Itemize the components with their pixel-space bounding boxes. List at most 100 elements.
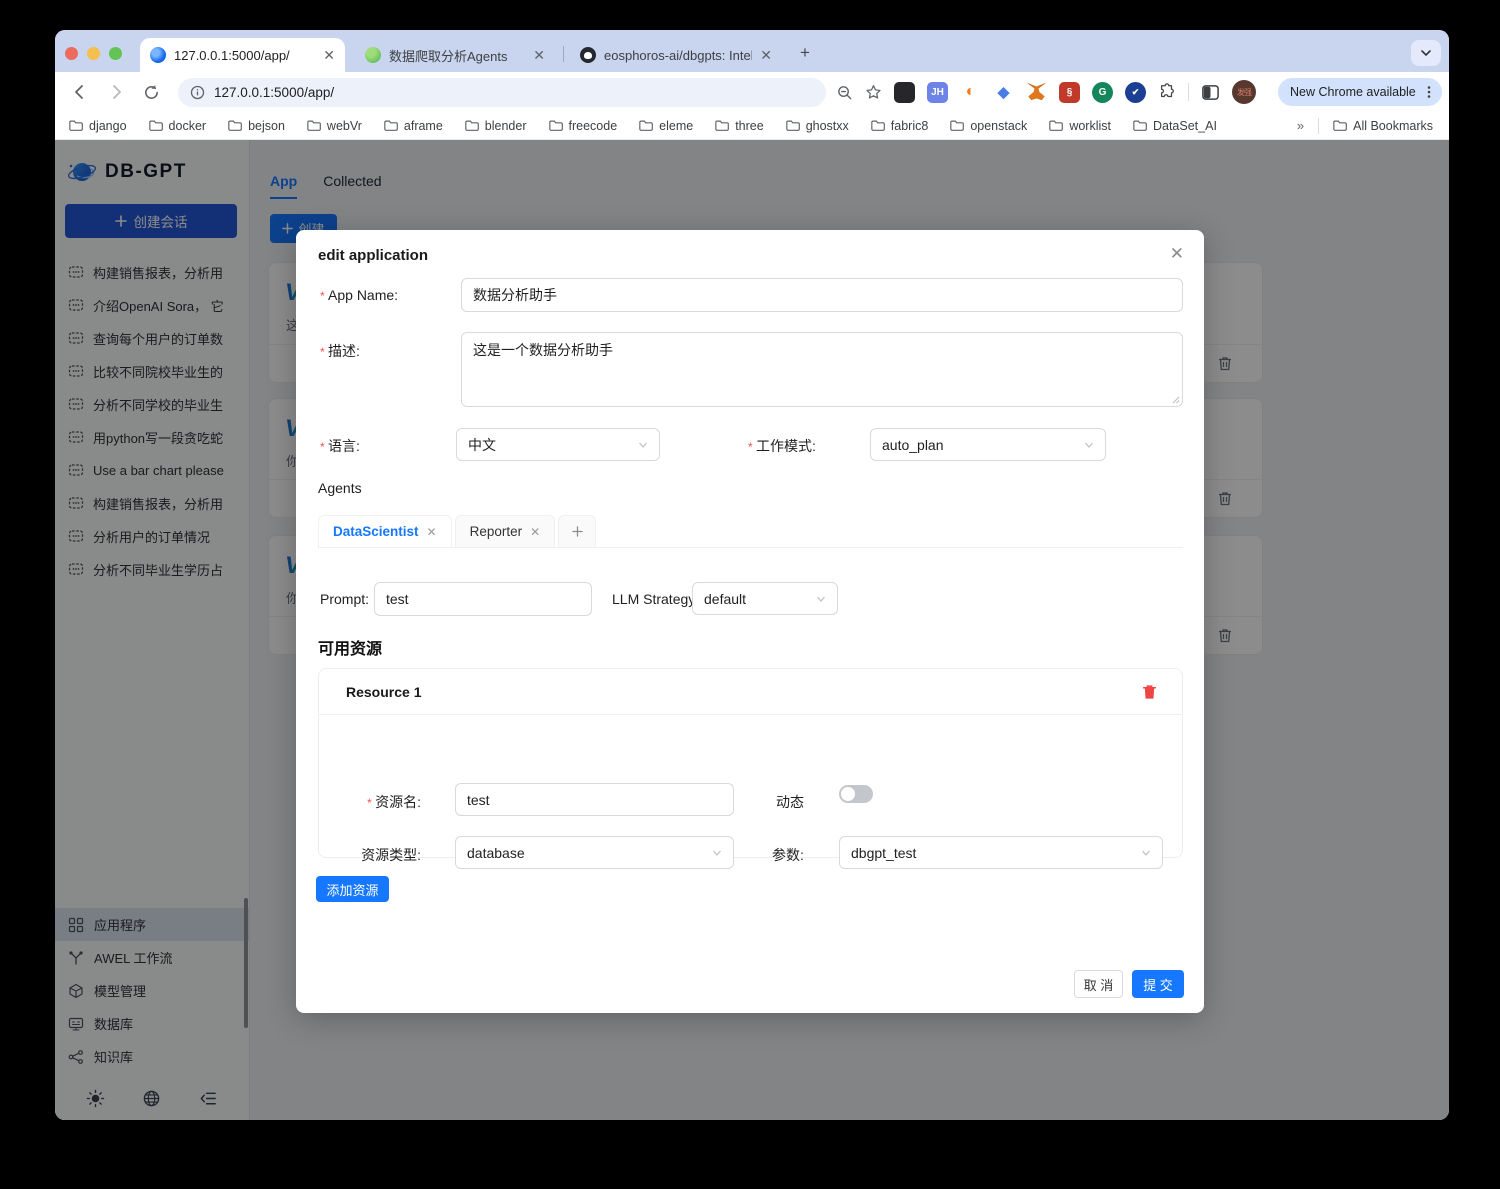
remove-agent-icon[interactable]: ✕ (530, 524, 541, 539)
red-s-extension-icon[interactable]: § (1059, 81, 1080, 103)
chat-history-item[interactable]: 构建销售报表，分析用 (55, 487, 249, 520)
sidebar-scrollbar[interactable] (244, 898, 248, 1028)
grid-icon (68, 917, 84, 932)
tab-active[interactable]: 127.0.0.1:5000/app/ ✕ (140, 38, 345, 72)
bookmark-folder[interactable]: aframe (384, 119, 443, 133)
minimize-window-button[interactable] (87, 47, 100, 60)
close-tab-icon[interactable]: ✕ (760, 46, 772, 63)
resource-card: Resource 1 资源名: test 动态 资源类型: database 参… (318, 668, 1183, 869)
bookmark-folder[interactable]: django (69, 119, 127, 133)
dynamic-toggle[interactable] (839, 785, 873, 803)
reload-icon[interactable] (143, 84, 160, 101)
chat-history-item[interactable]: 构建销售报表，分析用 (55, 256, 249, 289)
delete-app-icon[interactable] (1218, 356, 1232, 371)
bookmark-folder[interactable]: worklist (1049, 119, 1111, 133)
tab-search-chevron-button[interactable] (1411, 40, 1441, 66)
dark-extension-icon[interactable] (894, 81, 915, 103)
chat-history-item[interactable]: 分析用户的订单情况 (55, 520, 249, 553)
bookmark-folder[interactable]: ghostxx (785, 119, 849, 133)
chrome-update-pill[interactable]: New Chrome available (1278, 78, 1442, 106)
language-select[interactable]: 中文 (456, 428, 660, 461)
add-agent-button[interactable] (558, 515, 597, 548)
tab-2[interactable]: 数据爬取分析Agents ✕ (355, 38, 555, 72)
all-bookmarks[interactable]: All Bookmarks (1333, 119, 1433, 133)
address-bar[interactable]: 127.0.0.1:5000/app/ (178, 77, 826, 107)
close-tab-icon[interactable]: ✕ (533, 46, 545, 63)
chat-history-item[interactable]: 分析不同毕业生学历占 (55, 553, 249, 586)
bookmark-star-icon[interactable] (865, 84, 882, 101)
delete-resource-icon[interactable] (1142, 684, 1157, 700)
close-tab-icon[interactable]: ✕ (323, 46, 335, 63)
bookmark-folder[interactable]: webVr (307, 119, 362, 133)
new-tab-button[interactable]: + (800, 43, 810, 62)
folder-icon (228, 120, 242, 131)
maximize-window-button[interactable] (109, 47, 122, 60)
sidebar-item-database[interactable]: 数据库 (55, 1007, 249, 1040)
monitor-icon (68, 1017, 84, 1031)
bookmark-folder[interactable]: bejson (228, 119, 285, 133)
bookmark-folder[interactable]: docker (148, 119, 206, 133)
language-globe-icon[interactable] (142, 1089, 161, 1108)
dbgpt-favicon (150, 47, 166, 63)
bookmark-folder[interactable]: DataSet_AI (1133, 119, 1217, 133)
grammarly-icon[interactable]: G (1092, 81, 1113, 103)
tab-app[interactable]: App (270, 173, 298, 199)
tab-collected[interactable]: Collected (323, 173, 382, 189)
sidebar-item-apps[interactable]: 应用程序 (55, 908, 249, 941)
delete-app-icon[interactable] (1218, 628, 1232, 643)
url-text[interactable]: 127.0.0.1:5000/app/ (214, 84, 335, 100)
app-name-input[interactable]: 数据分析助手 (461, 278, 1183, 312)
agent-tab-reporter[interactable]: Reporter ✕ (454, 515, 556, 548)
llm-strategy-select[interactable]: default (692, 582, 838, 615)
blue-arrow-extension-icon[interactable]: ◆ (993, 81, 1014, 103)
bookmark-folder[interactable]: freecode (548, 119, 617, 133)
bookmarks-overflow-chevron[interactable]: » (1296, 118, 1305, 133)
cancel-button[interactable]: 取 消 (1074, 970, 1123, 998)
metamask-icon[interactable] (1026, 82, 1047, 102)
param-select[interactable]: dbgpt_test (839, 836, 1163, 869)
remove-agent-icon[interactable]: ✕ (426, 524, 437, 539)
close-icon[interactable]: ✕ (1169, 244, 1184, 263)
add-resource-button[interactable]: 添加资源 (316, 876, 389, 902)
submit-button[interactable]: 提 交 (1132, 970, 1184, 998)
sidebar-item-awel-flow[interactable]: AWEL 工作流 (55, 941, 249, 974)
chat-history-item[interactable]: 介绍OpenAI Sora， 它 (55, 289, 249, 322)
collapse-sidebar-icon[interactable] (199, 1089, 218, 1108)
kebab-menu-icon[interactable] (1422, 85, 1436, 99)
chat-history-item[interactable]: 分析不同学校的毕业生 (55, 388, 249, 421)
zoom-icon[interactable] (836, 84, 853, 101)
bookmark-folder[interactable]: three (715, 119, 764, 133)
delete-app-icon[interactable] (1218, 491, 1232, 506)
theme-sun-icon[interactable] (86, 1089, 105, 1108)
back-icon[interactable] (71, 83, 89, 101)
sidebar-item-model-management[interactable]: 模型管理 (55, 974, 249, 1007)
description-textarea[interactable]: 这是一个数据分析助手 (461, 332, 1183, 407)
site-info-icon[interactable] (190, 85, 205, 100)
chat-bubble-icon (68, 364, 84, 377)
side-panel-icon[interactable] (1201, 83, 1220, 102)
bookmark-folder[interactable]: eleme (639, 119, 693, 133)
extensions-puzzle-icon[interactable] (1158, 83, 1176, 101)
resize-handle-icon[interactable] (1172, 396, 1180, 404)
chat-history-item[interactable]: 查询每个用户的订单数 (55, 322, 249, 355)
chat-history-item[interactable]: 用python写一段贪吃蛇 (55, 421, 249, 454)
bookmark-folder[interactable]: fabric8 (871, 119, 928, 133)
jh-extension-icon[interactable]: JH (927, 81, 948, 103)
sidebar-item-knowledge-base[interactable]: 知识库 (55, 1040, 249, 1073)
resource-type-select[interactable]: database (455, 836, 734, 869)
close-window-button[interactable] (65, 47, 78, 60)
work-mode-select[interactable]: auto_plan (870, 428, 1106, 461)
forward-icon[interactable] (107, 83, 125, 101)
bookmark-folder[interactable]: openstack (950, 119, 1027, 133)
chat-history-item[interactable]: 比较不同院校毕业生的 (55, 355, 249, 388)
resource-name-input[interactable]: test (455, 783, 734, 816)
bookmark-folder[interactable]: blender (465, 119, 527, 133)
orange-extension-icon[interactable]: ◐ (960, 81, 981, 103)
profile-avatar[interactable]: 发强 (1232, 80, 1256, 104)
chat-history-item[interactable]: Use a bar chart please (55, 454, 249, 487)
prompt-input[interactable]: test (374, 582, 592, 616)
tab-3[interactable]: eosphoros-ai/dbgpts: Intellig ✕ (570, 38, 782, 72)
new-conversation-button[interactable]: 创建会话 (65, 204, 237, 238)
agent-tab-datascientist[interactable]: DataScientist ✕ (318, 515, 452, 548)
check-badge-icon[interactable]: ✔ (1125, 81, 1146, 103)
